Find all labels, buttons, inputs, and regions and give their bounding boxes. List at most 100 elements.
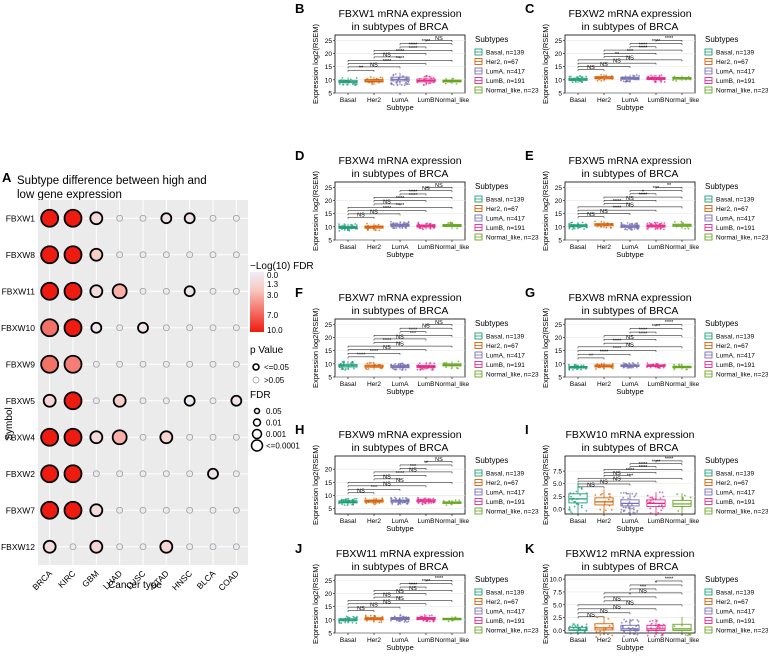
significance-label: ** [667, 183, 672, 189]
significance-bracket [603, 472, 657, 474]
legend-label: LumA, n=417 [716, 609, 755, 616]
data-point [426, 222, 429, 225]
significance-label: *** [627, 474, 634, 480]
significance-label: NS [626, 342, 634, 348]
significance-label: **** [409, 42, 418, 48]
dot [183, 212, 196, 225]
significance-bracket [603, 600, 631, 603]
data-point [367, 368, 370, 370]
panel-title-line1: FBXW10 mRNA expression [566, 429, 695, 441]
significance-label: **** [357, 352, 366, 358]
dot [40, 427, 60, 447]
significance-label: NS [383, 52, 391, 58]
data-point [653, 74, 656, 77]
data-point [353, 367, 355, 370]
legend-label: LumB, n=191 [486, 618, 525, 625]
panel-a-plot-area: BRCA KIRC GBM LUAD LUSC STAD HNSC BLCACOADFBXW1… [1, 200, 248, 593]
y-tick-label: 20 [325, 335, 333, 342]
data-point [622, 80, 625, 83]
significance-bracket [347, 489, 401, 491]
data-point [627, 80, 630, 82]
data-point [630, 228, 633, 231]
dot [186, 470, 194, 478]
significance-bracket [603, 596, 657, 599]
significance-bracket [577, 353, 631, 356]
data-point [366, 362, 369, 365]
y-tick-label: 15 [325, 604, 333, 611]
data-point [568, 222, 571, 225]
significance-label: **** [665, 36, 674, 42]
legend-label: Her2, n=67 [716, 599, 749, 606]
dot [232, 543, 240, 551]
data-point [573, 505, 576, 508]
data-point [390, 619, 392, 622]
data-point [393, 227, 396, 229]
data-point [581, 221, 584, 224]
significance-bracket [603, 469, 683, 472]
legend-label: LumA, n=417 [716, 69, 755, 76]
data-point [584, 632, 587, 634]
data-point [405, 81, 407, 84]
dot [63, 354, 83, 374]
dot [40, 354, 60, 374]
data-point [630, 504, 633, 506]
data-point [623, 635, 625, 638]
legend-label: Her2, n=67 [486, 343, 519, 350]
fdr-size-symbol [251, 428, 263, 440]
panel-letter: K [525, 541, 535, 556]
data-point [404, 222, 407, 224]
data-point [599, 633, 602, 636]
x-tick-label: Her2 [597, 97, 611, 104]
data-point [403, 84, 406, 87]
data-point [595, 368, 597, 370]
y-tick-label: 10.0 [549, 577, 562, 584]
x-tick-label: Her2 [597, 637, 611, 644]
data-point [656, 221, 659, 224]
legend-label: Normal_like, n=23 [486, 88, 539, 95]
dot [159, 430, 174, 445]
significance-label: **** [652, 459, 661, 465]
dot [232, 470, 240, 478]
data-point [633, 512, 636, 514]
dot [40, 318, 60, 338]
data-point [686, 634, 689, 637]
data-point [364, 614, 367, 617]
data-point [605, 226, 608, 229]
x-tick-label: Her2 [597, 518, 611, 525]
data-point [371, 82, 373, 84]
dot [232, 251, 240, 259]
legend-label: Her2, n=67 [716, 59, 749, 66]
fdr-tick-label: 3.0 [267, 291, 279, 300]
x-tick-label: Basal [570, 97, 587, 104]
x-tick-label: Normal_like [435, 244, 470, 251]
data-point [627, 227, 630, 230]
data-point [660, 74, 663, 77]
y-tick-label: 2.5 [553, 494, 562, 501]
data-point [344, 621, 347, 624]
y-tick-label: 25 [555, 38, 563, 45]
y-axis-label: Expression log2(RSEM) [541, 170, 550, 251]
significance-bracket [373, 338, 427, 341]
x-tick-label: Basal [340, 637, 357, 644]
data-point [394, 73, 397, 75]
significance-label: **** [409, 189, 418, 195]
significance-bracket [347, 485, 427, 488]
x-tick-label: LumA [622, 381, 640, 388]
data-point [609, 226, 612, 229]
significance-label: **** [396, 471, 405, 477]
significance-bracket [347, 60, 453, 62]
x-tick-label: LumB [648, 637, 665, 644]
y-tick-label: 10 [555, 361, 563, 368]
data-point [447, 222, 450, 224]
data-point [423, 84, 425, 86]
data-point [447, 620, 450, 623]
data-point [663, 81, 666, 83]
y-tick-label: 25 [325, 578, 333, 585]
data-point [656, 619, 658, 622]
x-tick-label: BRCA [30, 568, 54, 592]
significance-label: **** [600, 350, 609, 356]
dot [209, 360, 217, 368]
significance-bracket [629, 584, 683, 587]
